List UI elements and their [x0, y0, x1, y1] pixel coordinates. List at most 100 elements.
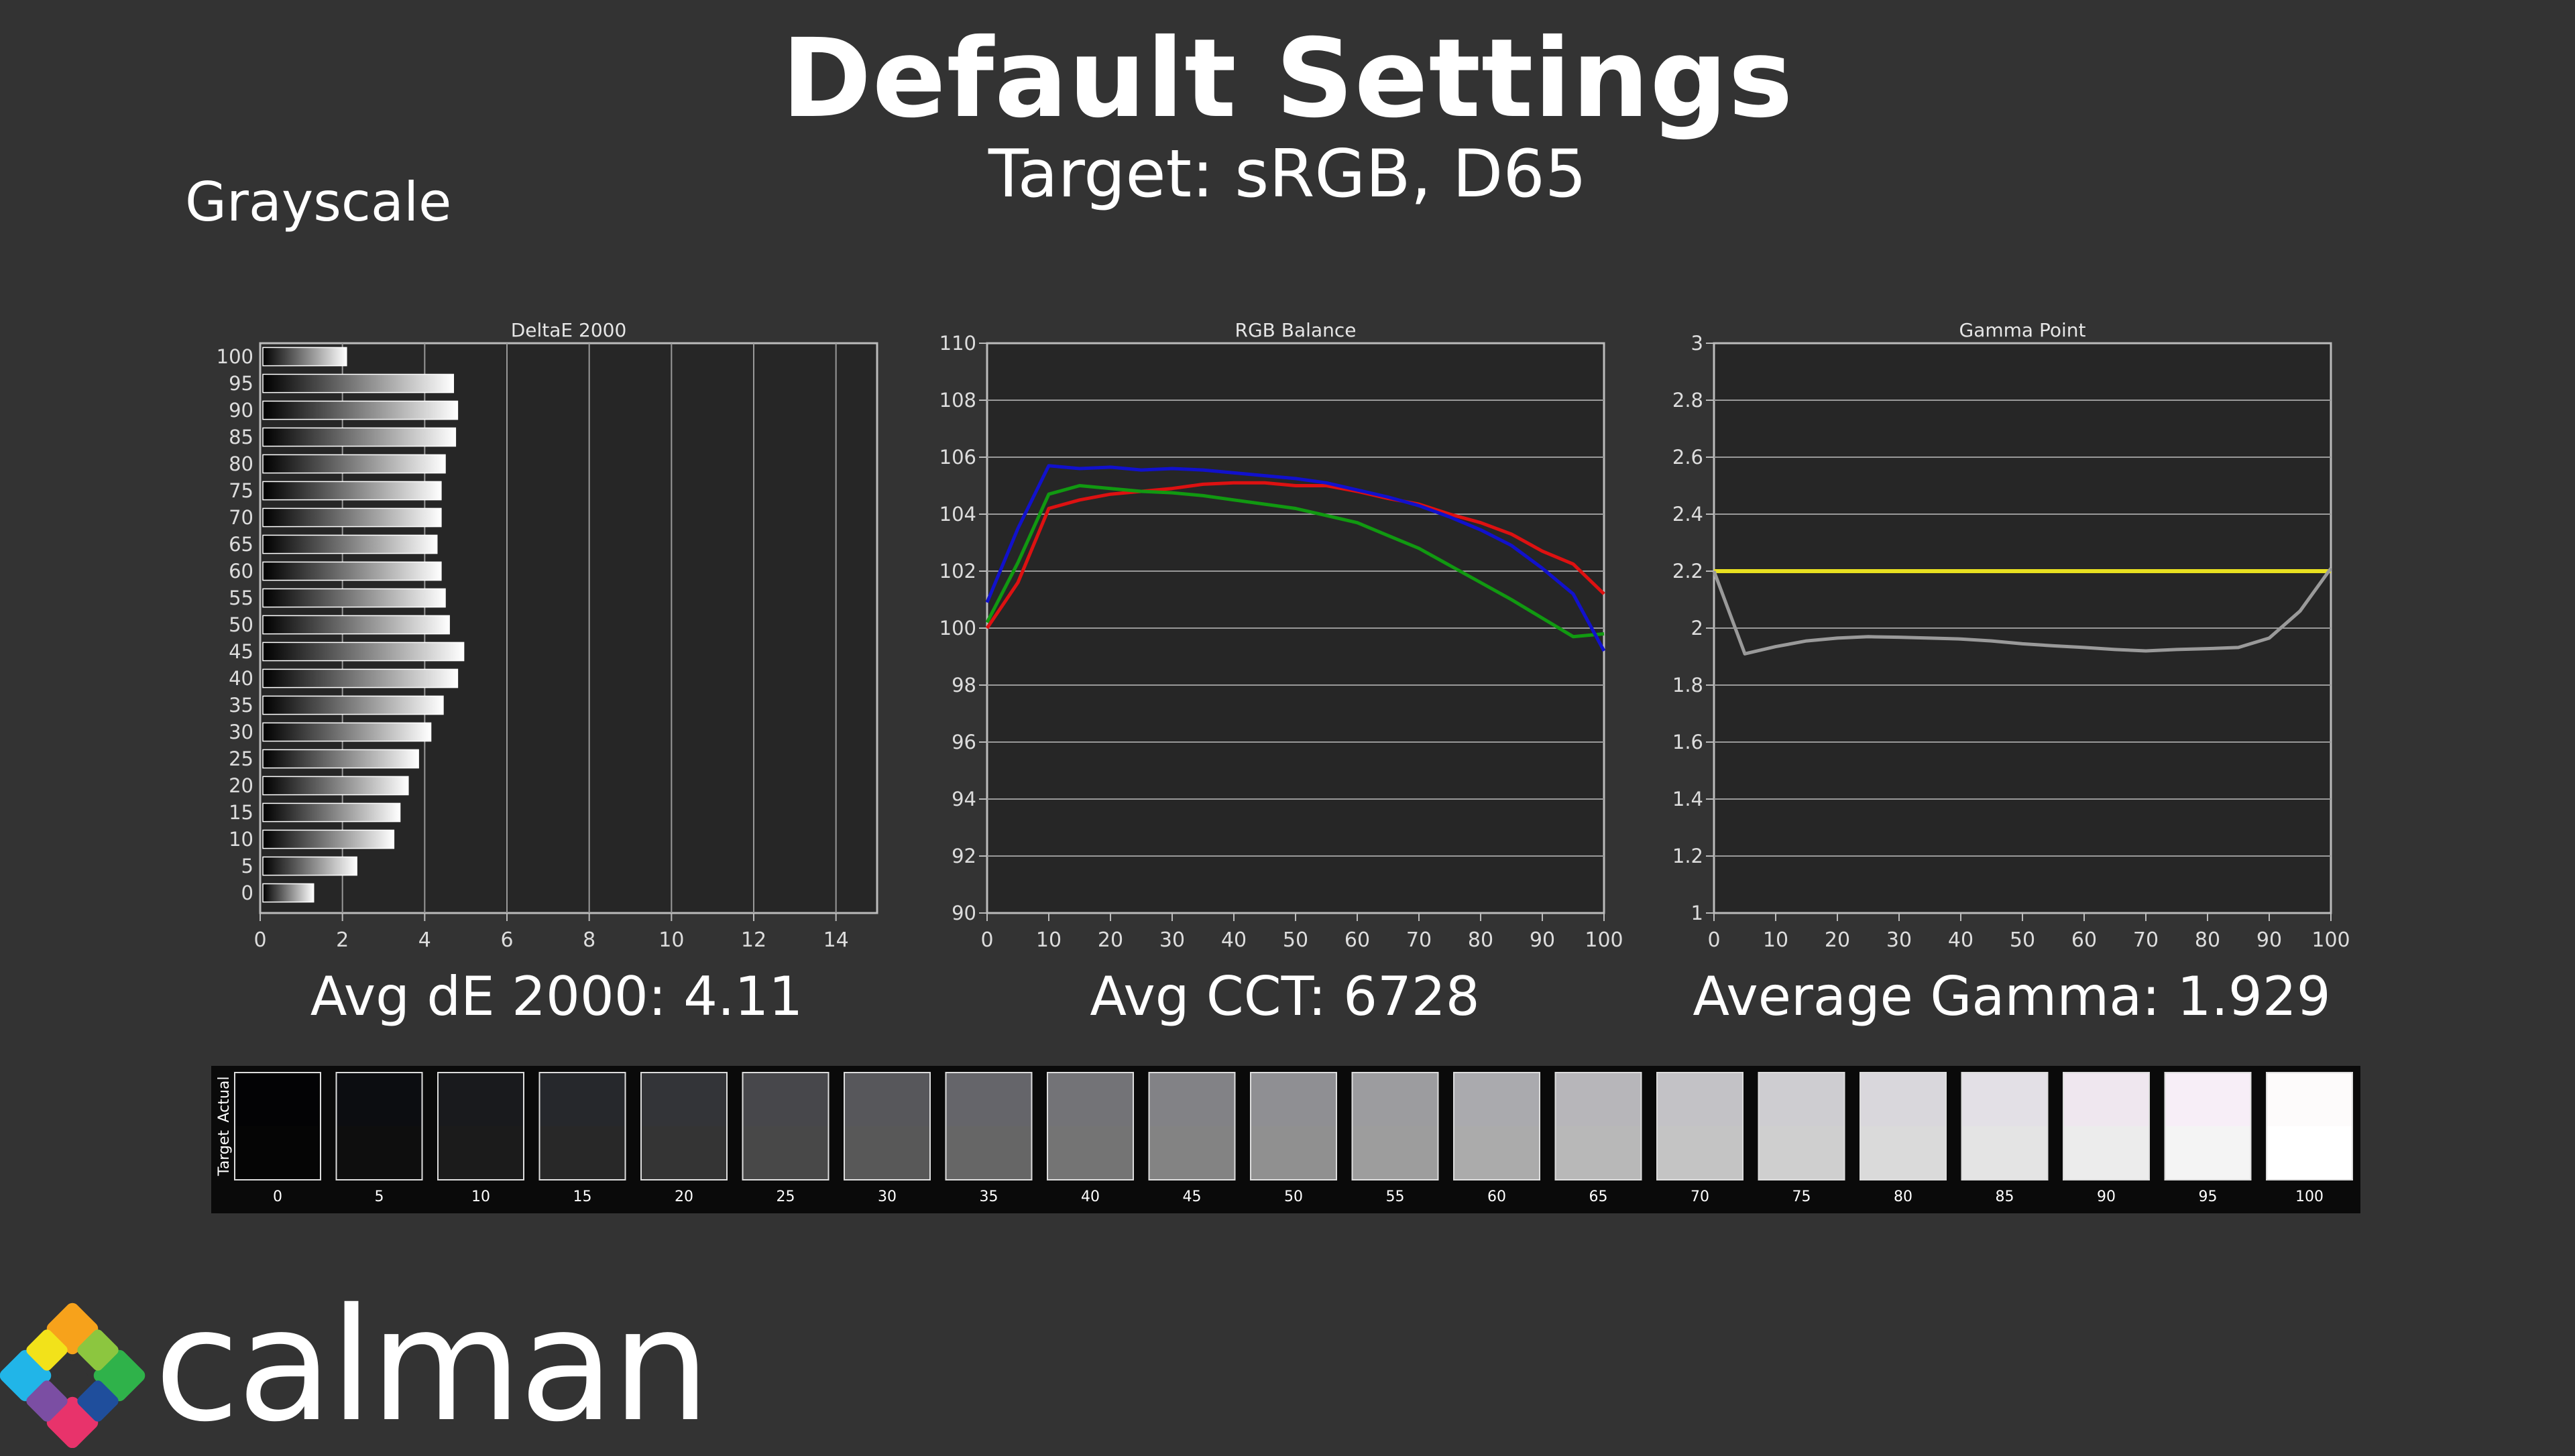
bar: [262, 347, 347, 367]
swatch-border: [2266, 1072, 2353, 1180]
swatch-level-label: 75: [1792, 1189, 1811, 1205]
swatch-target: [2165, 1126, 2251, 1180]
swatch-target: [539, 1126, 626, 1180]
swatch-target: [1251, 1126, 1336, 1180]
swatch-target: [336, 1126, 422, 1180]
x-tick-label: 10: [1763, 928, 1788, 952]
swatch-border: [1758, 1072, 1845, 1180]
y-tick-label: 100: [939, 617, 976, 640]
y-tick-label: 80: [229, 452, 253, 475]
y-tick-label: 95: [229, 372, 253, 395]
bar: [262, 856, 357, 876]
swatch-actual: [1961, 1073, 2048, 1126]
swatch-border: [1250, 1072, 1337, 1180]
bar: [262, 642, 465, 662]
swatch-actual: [1454, 1073, 1540, 1126]
x-tick-label: 10: [1036, 928, 1062, 952]
x-tick-label: 30: [1886, 928, 1912, 952]
swatch-actual: [1352, 1073, 1438, 1126]
bar: [262, 588, 446, 608]
swatch-border: [1554, 1072, 1642, 1180]
x-tick-label: 30: [1159, 928, 1185, 952]
swatch-border: [1656, 1072, 1743, 1180]
swatch-actual: [2165, 1073, 2251, 1126]
series-line: [985, 464, 1606, 652]
y-tick-label: 2.6: [1672, 446, 1703, 469]
swatch-actual: [1555, 1073, 1642, 1126]
swatch-target: [1961, 1126, 2048, 1180]
swatch-border: [437, 1072, 524, 1180]
x-tick-label: 90: [2256, 928, 2282, 952]
actual-label: Actual: [216, 1077, 233, 1123]
calman-logo-text: calman: [154, 1275, 710, 1456]
swatch-actual: [1251, 1073, 1336, 1126]
swatch-actual: [539, 1073, 626, 1126]
swatch-actual: [946, 1073, 1032, 1126]
swatch-target: [438, 1126, 524, 1180]
swatch-level-label: 65: [1589, 1189, 1608, 1205]
swatch-target: [2063, 1126, 2149, 1180]
swatch-level-label: 20: [675, 1189, 693, 1205]
y-tick-label: 100: [217, 345, 253, 368]
x-tick-label: 40: [1221, 928, 1247, 952]
x-tick-label: 50: [1283, 928, 1308, 952]
swatch-border: [742, 1072, 829, 1180]
swatch-target: [1047, 1126, 1133, 1180]
swatch-target: [1454, 1126, 1540, 1180]
y-tick-label: 98: [952, 674, 976, 696]
swatch-level-label: 70: [1691, 1189, 1709, 1205]
bar: [262, 400, 459, 420]
x-tick-label: 2: [336, 928, 349, 952]
y-tick-label: 20: [229, 774, 253, 797]
swatch-actual: [1657, 1073, 1743, 1126]
swatch-border: [2164, 1072, 2252, 1180]
y-tick-label: 60: [229, 560, 253, 583]
bar: [262, 454, 446, 474]
y-tick-label: 35: [229, 694, 253, 717]
swatch-border: [844, 1072, 931, 1180]
y-tick-label: 0: [241, 882, 253, 904]
swatch-level-label: 90: [2097, 1189, 2116, 1205]
x-tick-label: 6: [500, 928, 513, 952]
y-tick-label: 85: [229, 426, 253, 448]
x-tick-label: 100: [1585, 928, 1623, 952]
x-tick-label: 80: [2195, 928, 2220, 952]
y-tick-label: 1.2: [1672, 845, 1703, 867]
y-tick-label: 104: [939, 503, 976, 526]
swatch-target: [1860, 1126, 1946, 1180]
y-tick-label: 1: [1691, 902, 1703, 924]
y-tick-label: 1.4: [1672, 788, 1703, 810]
swatch-level-label: 15: [573, 1189, 592, 1205]
swatch-actual: [742, 1073, 829, 1126]
swatch-target: [1555, 1126, 1642, 1180]
bar: [262, 668, 459, 688]
swatch-actual: [2063, 1073, 2149, 1126]
swatch-level-label: 35: [980, 1189, 998, 1205]
bar: [262, 534, 438, 554]
y-tick-label: 102: [939, 560, 976, 583]
x-tick-label: 60: [1344, 928, 1370, 952]
swatch-level-label: 80: [1894, 1189, 1912, 1205]
swatch-actual: [844, 1073, 930, 1126]
swatch-level-label: 50: [1284, 1189, 1303, 1205]
chart-title: Gamma Point: [1959, 319, 2086, 341]
x-tick-label: 70: [2133, 928, 2159, 952]
bar: [262, 615, 450, 635]
x-tick-label: 12: [741, 928, 766, 952]
y-tick-label: 70: [229, 506, 253, 529]
swatch-actual: [641, 1073, 727, 1126]
y-tick-label: 25: [229, 747, 253, 770]
swatch-level-label: 100: [2295, 1189, 2324, 1205]
x-tick-label: 8: [583, 928, 595, 952]
swatch-border: [1148, 1072, 1236, 1180]
bar: [262, 883, 314, 903]
bar: [262, 829, 395, 849]
grayscale-swatch-strip: Actual Target 0 5 10 15 20 25 30 35 40 45 50 55 60 65 70…: [211, 1066, 2360, 1213]
bar: [262, 695, 444, 715]
y-tick-label: 3: [1691, 332, 1703, 355]
swatch-level-label: 10: [471, 1189, 490, 1205]
x-tick-label: 4: [418, 928, 431, 952]
x-tick-label: 50: [2010, 928, 2035, 952]
y-tick-label: 2.8: [1672, 389, 1703, 412]
